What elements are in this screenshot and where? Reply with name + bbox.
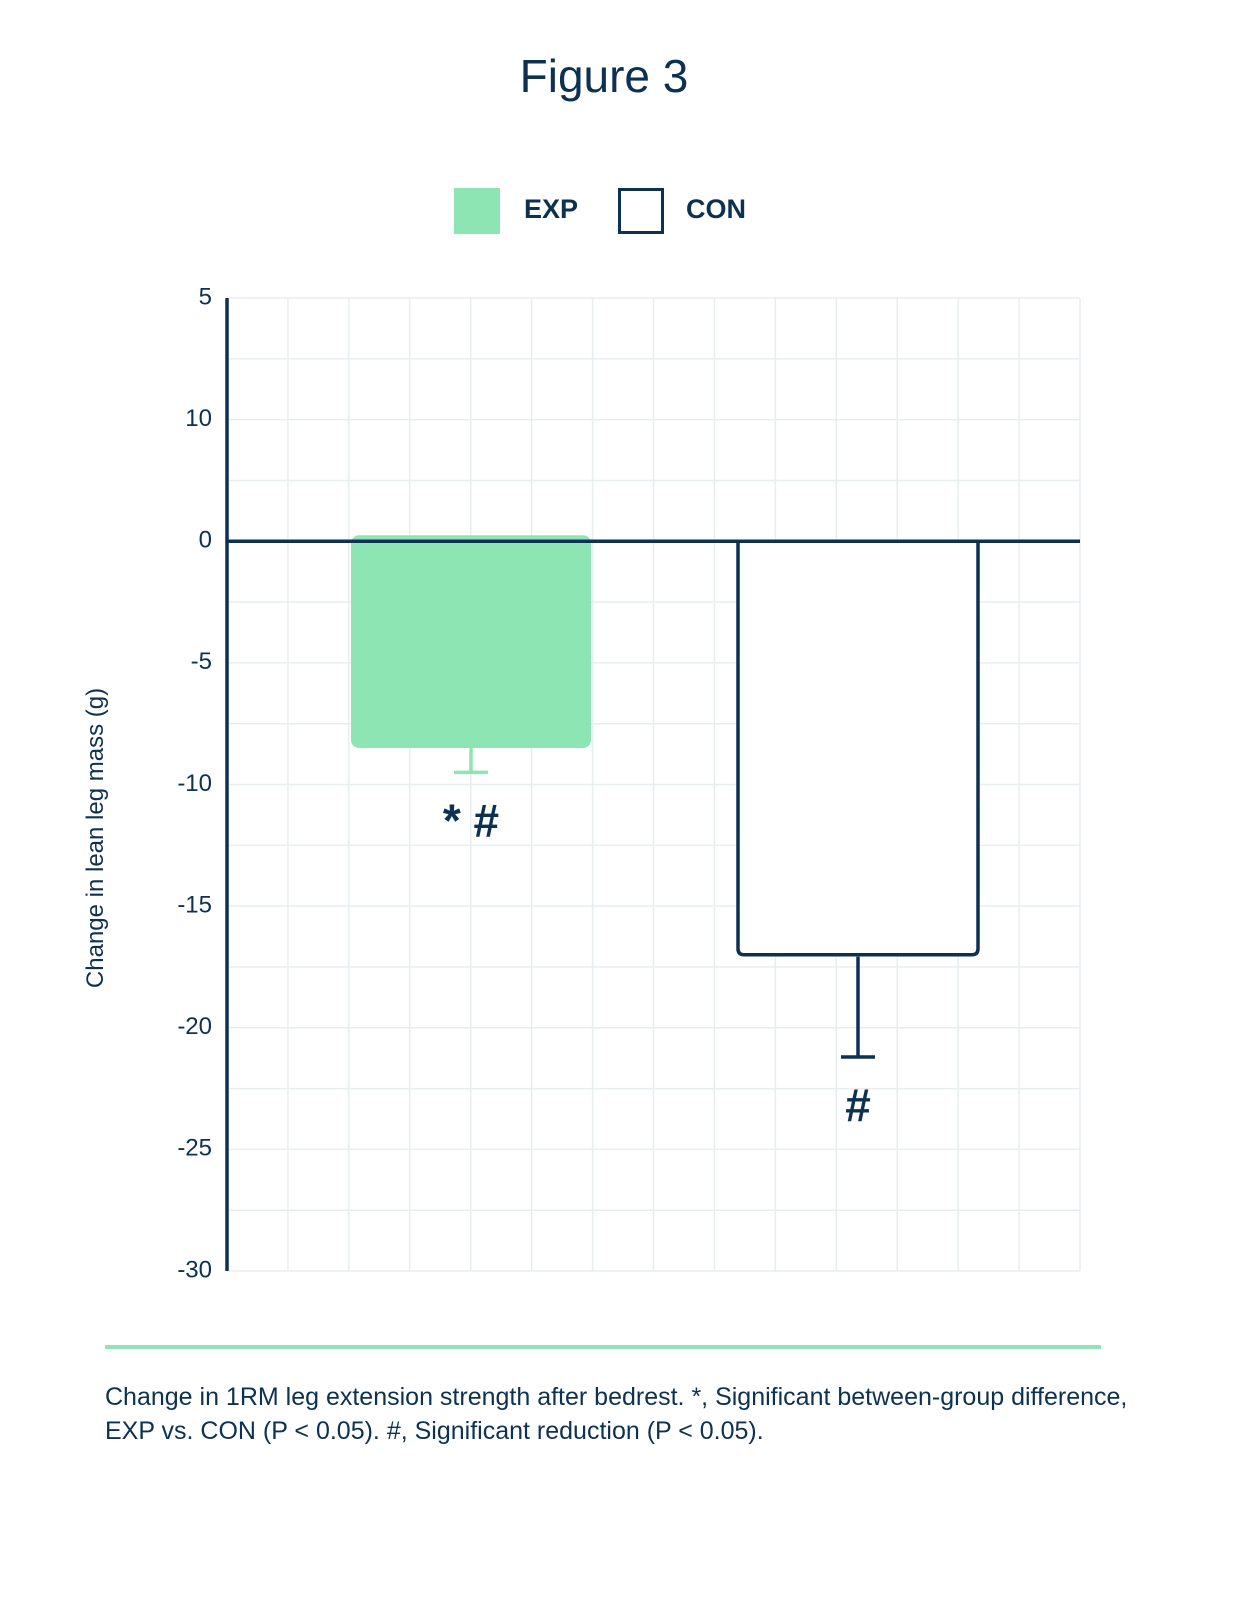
y-tick-label: -5 [191, 648, 212, 675]
annotation: # [845, 1079, 871, 1131]
y-tick-label: -20 [177, 1013, 212, 1040]
error-bar [841, 956, 875, 1059]
y-tick-label: 0 [199, 527, 212, 554]
y-tick-label: -10 [177, 770, 212, 797]
y-axis-label: Change in lean leg mass (g) [82, 688, 109, 988]
bar [351, 535, 591, 749]
y-tick-label: 5 [199, 283, 212, 310]
y-tick-label: -25 [177, 1135, 212, 1162]
y-tick-label: 10 [185, 405, 212, 432]
legend-swatch [618, 188, 664, 234]
caption: Change in 1RM leg extension strength aft… [105, 1383, 1128, 1445]
y-tick-label: -15 [177, 891, 212, 918]
y-tick-label: -30 [177, 1256, 212, 1283]
error-bar [454, 748, 488, 775]
legend-label: EXP [524, 194, 578, 224]
legend-swatch [454, 188, 500, 234]
legend-label: CON [686, 194, 746, 224]
chart-title: Figure 3 [520, 50, 689, 102]
annotation: * # [443, 794, 499, 846]
bar [736, 541, 980, 957]
